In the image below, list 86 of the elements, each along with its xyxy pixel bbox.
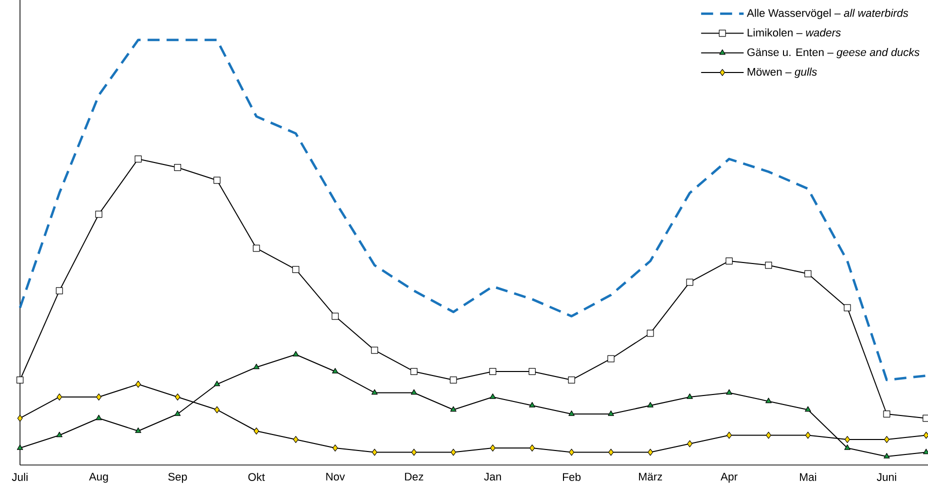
- point: [174, 410, 181, 416]
- point: [16, 444, 24, 450]
- point: [489, 368, 496, 375]
- legend-label: Gänse u. Enten – geese and ducks: [747, 48, 920, 58]
- point: [844, 444, 850, 450]
- point: [844, 436, 850, 443]
- point: [174, 164, 182, 171]
- legend-label: Möwen – gulls: [748, 68, 817, 78]
- point: [686, 394, 693, 399]
- x-tick-label: Okt: [248, 472, 265, 481]
- legend-label: Alle Wasservögel – all waterbirds: [746, 8, 908, 20]
- point: [765, 398, 772, 404]
- point: [136, 380, 141, 388]
- point: [450, 376, 457, 384]
- point: [923, 448, 928, 454]
- point: [726, 432, 732, 439]
- point: [647, 402, 654, 408]
- point: [372, 448, 378, 456]
- point: [134, 155, 142, 162]
- point: [646, 330, 654, 337]
- point: [883, 410, 890, 418]
- x-tick-label: Dez: [405, 472, 424, 481]
- point: [608, 410, 614, 416]
- point: [410, 389, 418, 395]
- point: [884, 436, 890, 443]
- point: [687, 440, 692, 448]
- x-tick-label: Nov: [326, 472, 345, 481]
- x-tick-label: Jan: [484, 472, 501, 481]
- point: [490, 444, 496, 452]
- point: [528, 368, 536, 375]
- point: [17, 414, 23, 422]
- x-tick-label: Juli: [12, 472, 28, 481]
- x-tick-label: Aug: [89, 472, 108, 483]
- point: [608, 448, 614, 456]
- point: [410, 368, 418, 375]
- point: [135, 428, 142, 433]
- x-tick-label: Apr: [720, 472, 738, 483]
- point: [214, 406, 220, 414]
- point: [252, 244, 260, 252]
- point: [332, 312, 339, 320]
- x-tick-label: März: [639, 472, 662, 481]
- point: [529, 402, 536, 408]
- x-tick-label: Sep: [168, 472, 187, 483]
- point: [726, 389, 732, 395]
- point: [56, 394, 62, 400]
- point: [607, 355, 614, 362]
- x-tick-label: Juni: [876, 472, 896, 481]
- point: [490, 394, 496, 399]
- point: [765, 262, 772, 269]
- point: [804, 406, 811, 412]
- point: [844, 304, 851, 312]
- point: [804, 270, 812, 278]
- point: [292, 351, 299, 356]
- point: [766, 432, 772, 439]
- point: [96, 394, 102, 400]
- point: [292, 266, 300, 273]
- point: [568, 376, 576, 384]
- point: [372, 389, 378, 395]
- point: [726, 257, 733, 264]
- point: [805, 432, 811, 439]
- point: [648, 448, 654, 456]
- point: [332, 444, 338, 452]
- point: [253, 364, 260, 370]
- point: [56, 287, 63, 294]
- point: [529, 444, 535, 452]
- point: [450, 406, 456, 412]
- point: [56, 432, 62, 438]
- point: [568, 448, 574, 456]
- point: [371, 346, 378, 354]
- point: [213, 176, 220, 184]
- point: [884, 453, 890, 458]
- point: [16, 376, 24, 384]
- point: [568, 410, 575, 416]
- point: [450, 448, 456, 456]
- point: [214, 380, 220, 386]
- legend-label: Limikolen – waders: [748, 28, 841, 37]
- point: [96, 414, 102, 420]
- point: [174, 394, 180, 400]
- point: [686, 278, 694, 286]
- point: [293, 436, 298, 443]
- point: [95, 210, 102, 218]
- x-tick-label: Mai: [800, 472, 816, 481]
- point: [254, 428, 260, 434]
- point: [332, 368, 338, 374]
- x-tick-label: Feb: [562, 472, 581, 481]
- point: [411, 448, 417, 456]
